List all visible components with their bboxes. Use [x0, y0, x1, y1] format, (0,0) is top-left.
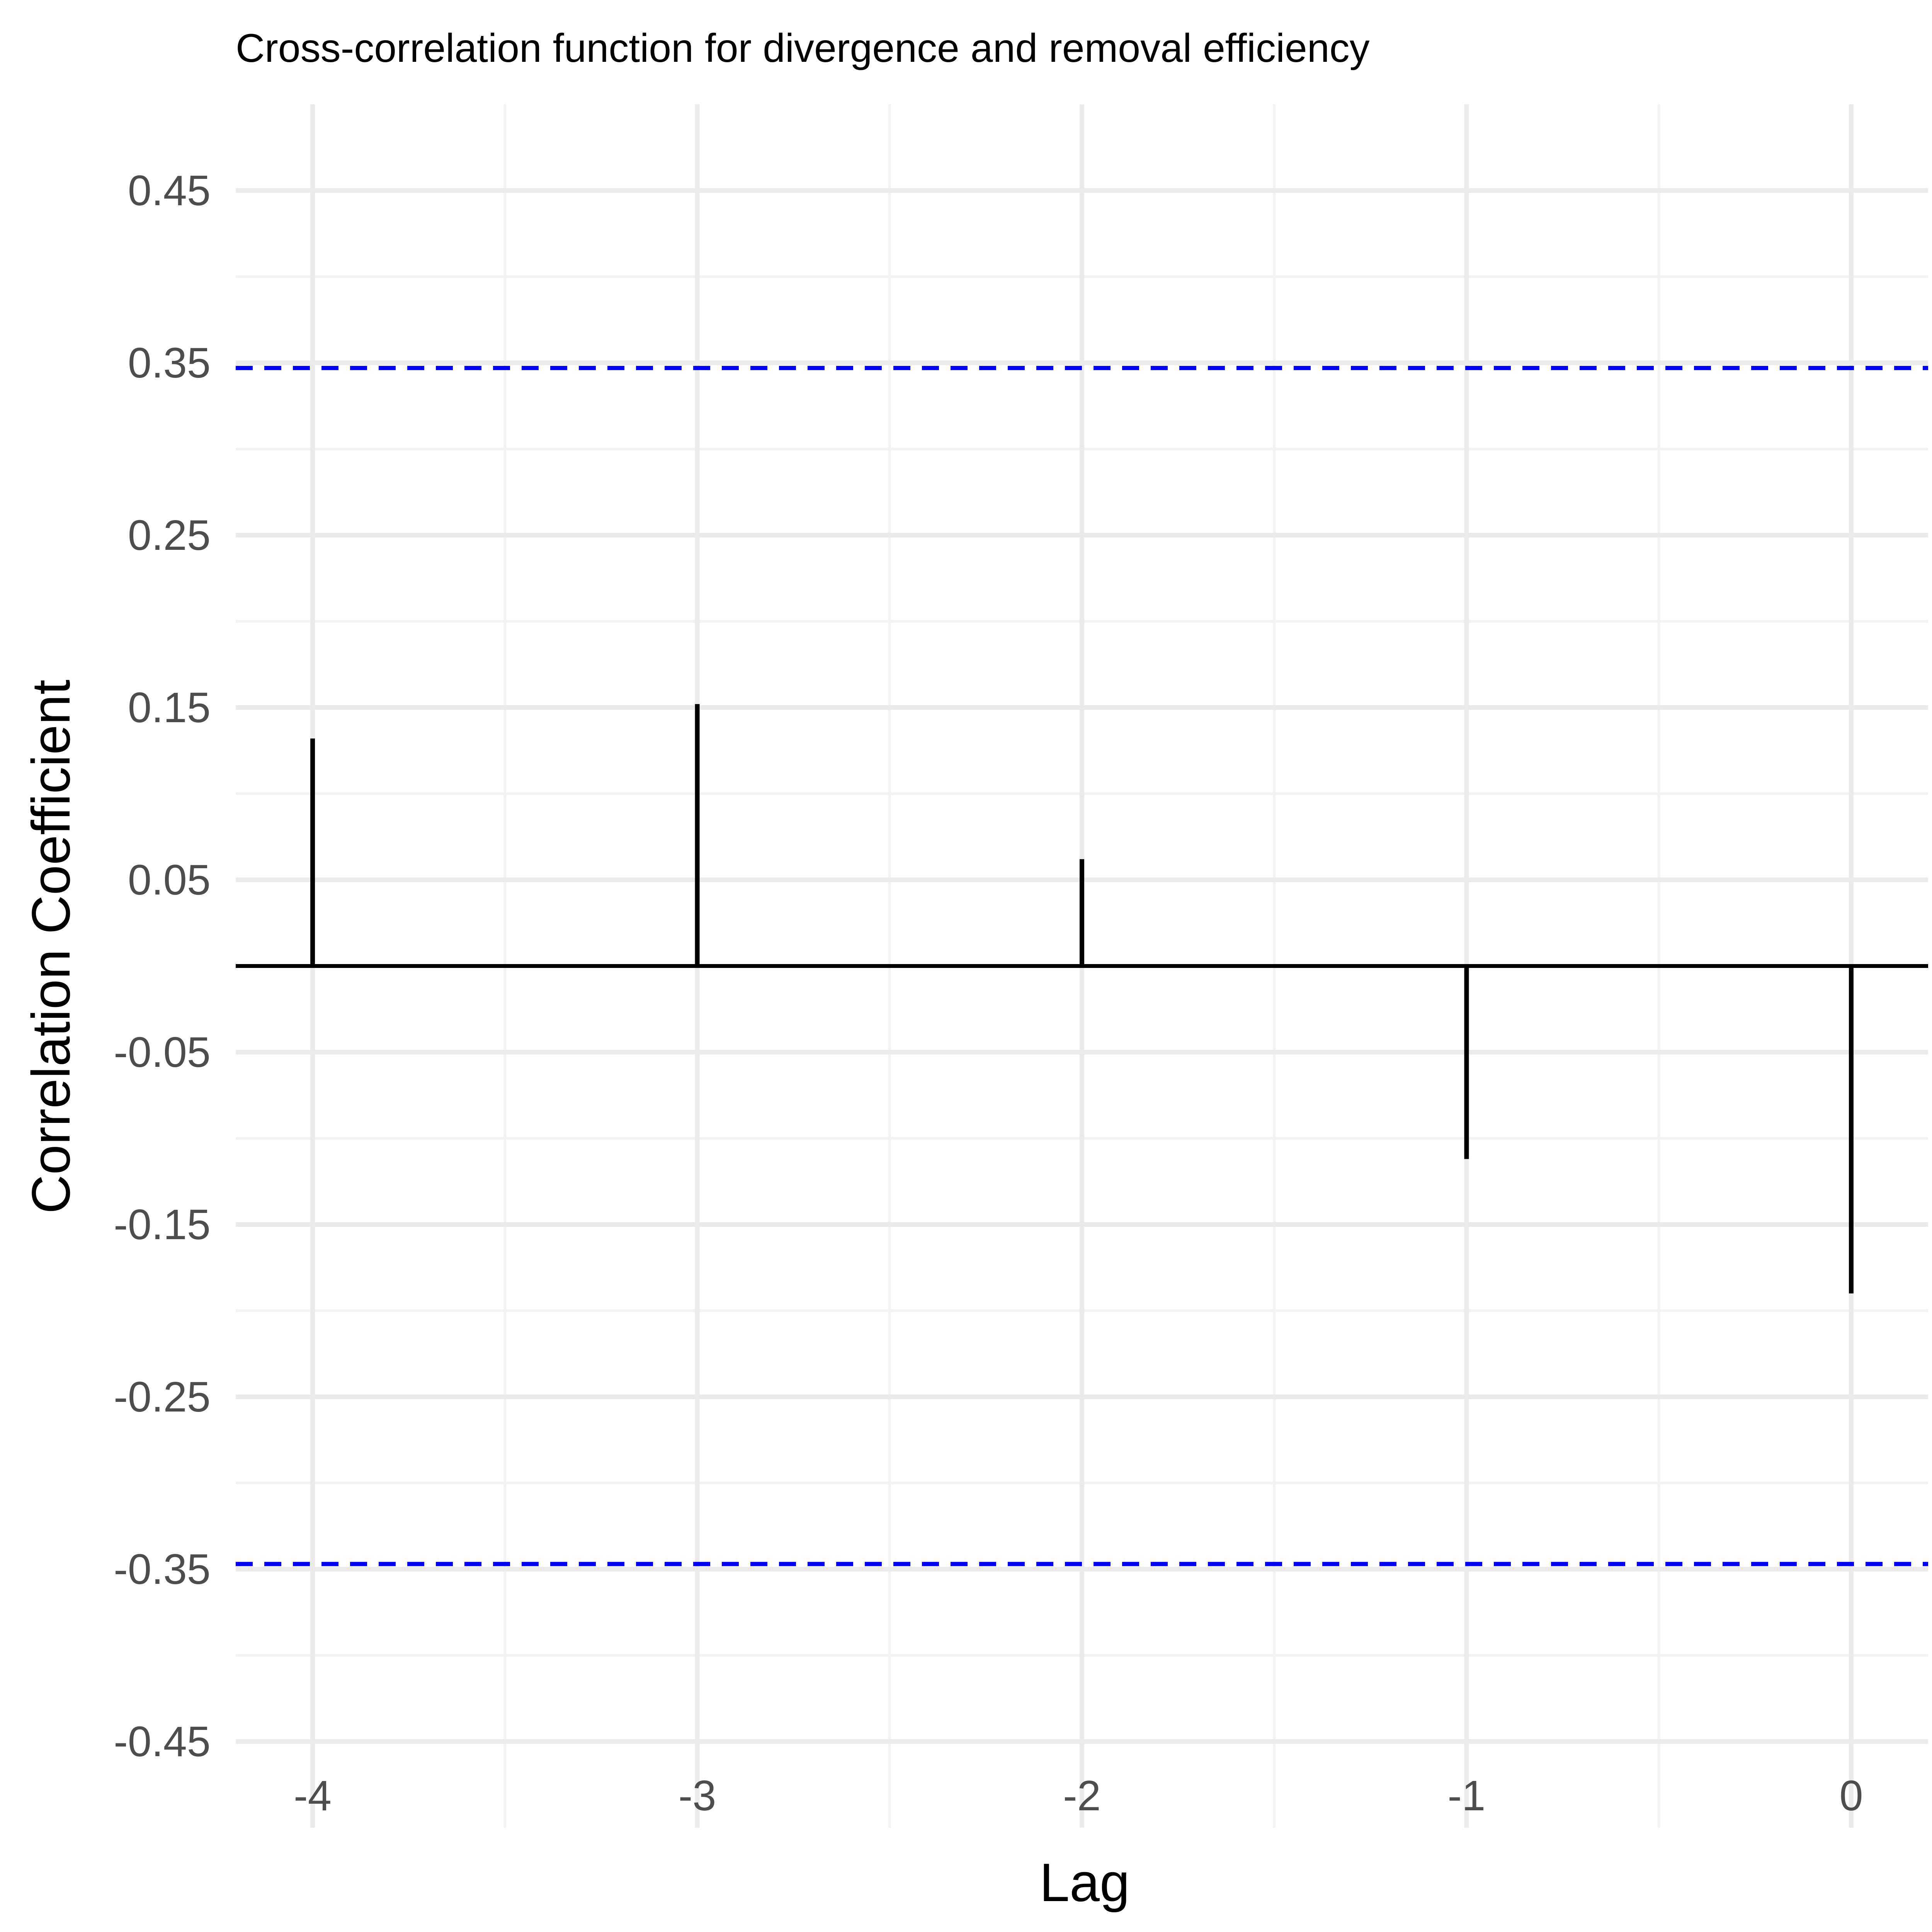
x-axis-label: Lag [1039, 1852, 1130, 1913]
y-axis-label: Correlation Coefficient [20, 680, 81, 1214]
x-tick-label: -1 [1448, 1772, 1486, 1820]
bars [310, 704, 1854, 1294]
confidence-bounds [236, 366, 1928, 1566]
y-tick-label: 0.35 [128, 339, 211, 387]
y-tick-label: -0.45 [114, 1718, 211, 1765]
y-tick-label: -0.25 [114, 1373, 211, 1421]
x-tick-label: -4 [294, 1772, 332, 1820]
y-tick-label: 0.25 [128, 512, 211, 559]
x-tick-label: -3 [679, 1772, 716, 1820]
y-tick-label: -0.05 [114, 1029, 211, 1076]
x-tick-label: -2 [1063, 1772, 1101, 1820]
y-tick-labels: 0.45 0.35 0.25 0.15 0.05 -0.05 -0.15 -0.25 -0.35… [114, 167, 211, 1765]
y-tick-label: 0.15 [128, 684, 211, 731]
y-tick-label: 0.05 [128, 856, 211, 904]
x-tick-label: 0 [1839, 1772, 1863, 1820]
y-tick-label: -0.35 [114, 1546, 211, 1593]
y-tick-label: 0.45 [128, 167, 211, 214]
y-tick-label: -0.15 [114, 1201, 211, 1248]
chart-title: Cross-correlation function for divergenc… [236, 26, 1370, 71]
x-tick-labels: -4 -3 -2 -1 0 [294, 1772, 1863, 1820]
